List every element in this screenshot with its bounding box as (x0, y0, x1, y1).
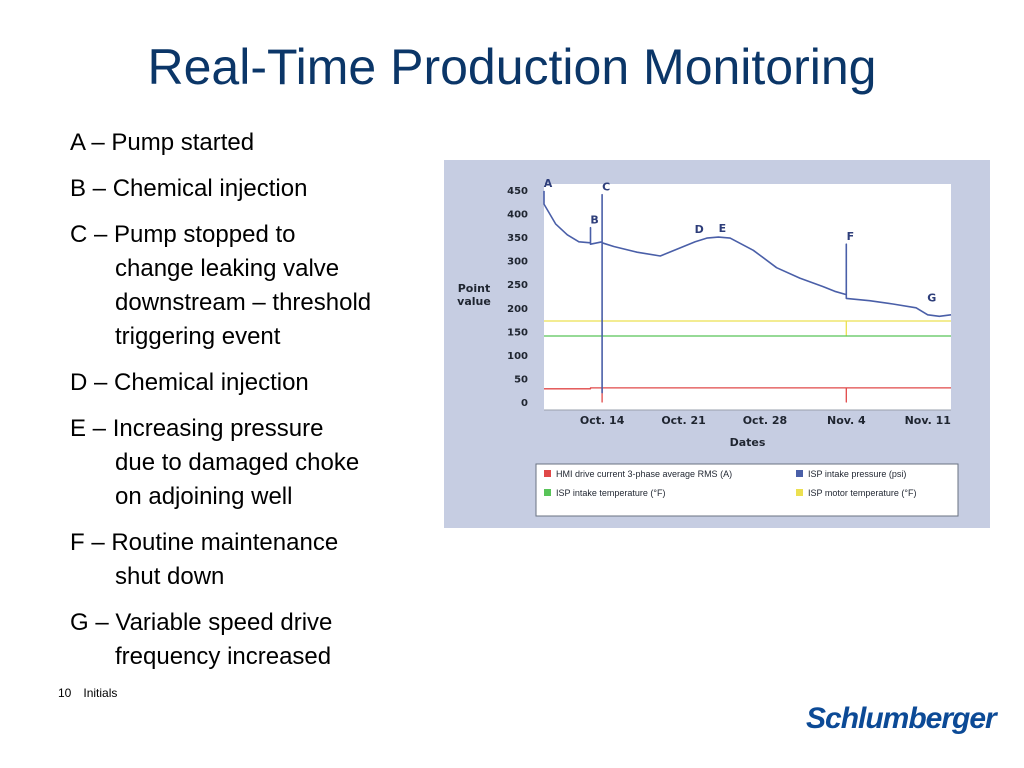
event-text: triggering event (115, 323, 281, 350)
legend-box (535, 463, 959, 517)
event-text: C – Pump stopped to (70, 221, 296, 248)
event-text: A – Pump started (70, 129, 255, 156)
series-line (543, 190, 952, 394)
event-text: downstream – threshold (115, 289, 372, 316)
legend-label: ISP intake pressure (psi) (808, 469, 906, 479)
event-text: on adjoining well (115, 483, 293, 510)
y-tick-label: 0 (521, 398, 528, 409)
event-marker: A (544, 177, 553, 190)
legend-label: HMI drive current 3-phase average RMS (A… (556, 469, 732, 479)
footer-label: Initials (83, 686, 118, 700)
series-line (544, 387, 951, 403)
x-tick-label: Nov. 4 (827, 414, 866, 427)
footer: 10 Initials (58, 686, 117, 700)
legend-swatch (796, 470, 803, 477)
legend-swatch (544, 470, 551, 477)
x-tick-label: Nov. 11 (905, 414, 951, 427)
production-chart: 0 50 100 150 200 250 300 350 400 450 Oct. 14 Oct. 2… (457, 177, 959, 517)
y-tick-label: 150 (507, 327, 528, 338)
event-marker: E (719, 222, 727, 235)
y-tick-label: 400 (507, 210, 528, 221)
y-tick-label: 50 (514, 374, 528, 385)
event-text: E – Increasing pressure (70, 415, 324, 442)
event-marker: C (602, 181, 610, 194)
plot-area (544, 184, 951, 410)
y-tick-label: 350 (507, 233, 528, 244)
page-number: 10 (58, 686, 72, 700)
legend-label: ISP motor temperature (°F) (808, 488, 916, 498)
x-tick-label: Oct. 28 (743, 414, 787, 427)
slide-title: Real-Time Production Monitoring (147, 39, 877, 95)
event-item: E – Increasing pressure due to damaged ch… (70, 412, 440, 514)
event-text: B – Chemical injection (70, 175, 308, 202)
event-item: F – Routine maintenance shut down (70, 526, 440, 594)
event-item: B – Chemical injection (70, 172, 440, 206)
event-text: due to damaged choke (115, 449, 360, 476)
legend-label: ISP intake temperature (°F) (556, 488, 665, 498)
event-marker: D (695, 223, 704, 236)
schlumberger-logo: Schlumberger (806, 702, 997, 735)
chart-panel: 0 50 100 150 200 250 300 350 400 450 Oct. 14 Oct. 2… (444, 160, 990, 528)
event-text: F – Routine maintenance (70, 529, 339, 556)
y-tick-label: 100 (507, 351, 528, 362)
event-text: G – Variable speed drive (70, 609, 333, 636)
event-list: A – Pump started B – Chemical injection C … (70, 126, 440, 686)
y-axis-label: value (457, 295, 491, 308)
y-tick-label: 250 (507, 280, 528, 291)
event-text: D – Chemical injection (70, 369, 309, 396)
event-item: C – Pump stopped to change leaking valve d… (70, 218, 440, 354)
event-text: shut down (115, 563, 225, 590)
y-axis-label: Point (458, 282, 490, 295)
event-item: A – Pump started (70, 126, 440, 160)
legend-swatch (544, 489, 551, 496)
legend-swatch (796, 489, 803, 496)
event-item: G – Variable speed drive frequency increa… (70, 606, 440, 674)
event-text: frequency increased (115, 643, 332, 670)
event-item: D – Chemical injection (70, 366, 440, 400)
y-tick-label: 300 (507, 257, 528, 268)
event-marker: B (590, 214, 598, 227)
y-tick-label: 450 (507, 186, 528, 197)
event-marker: G (927, 291, 936, 304)
x-axis-label: Dates (730, 436, 766, 449)
x-tick-label: Oct. 21 (661, 414, 705, 427)
event-text: change leaking valve (115, 255, 340, 282)
event-marker: F (847, 230, 855, 243)
y-tick-label: 200 (507, 304, 528, 315)
x-tick-label: Oct. 14 (580, 414, 625, 427)
